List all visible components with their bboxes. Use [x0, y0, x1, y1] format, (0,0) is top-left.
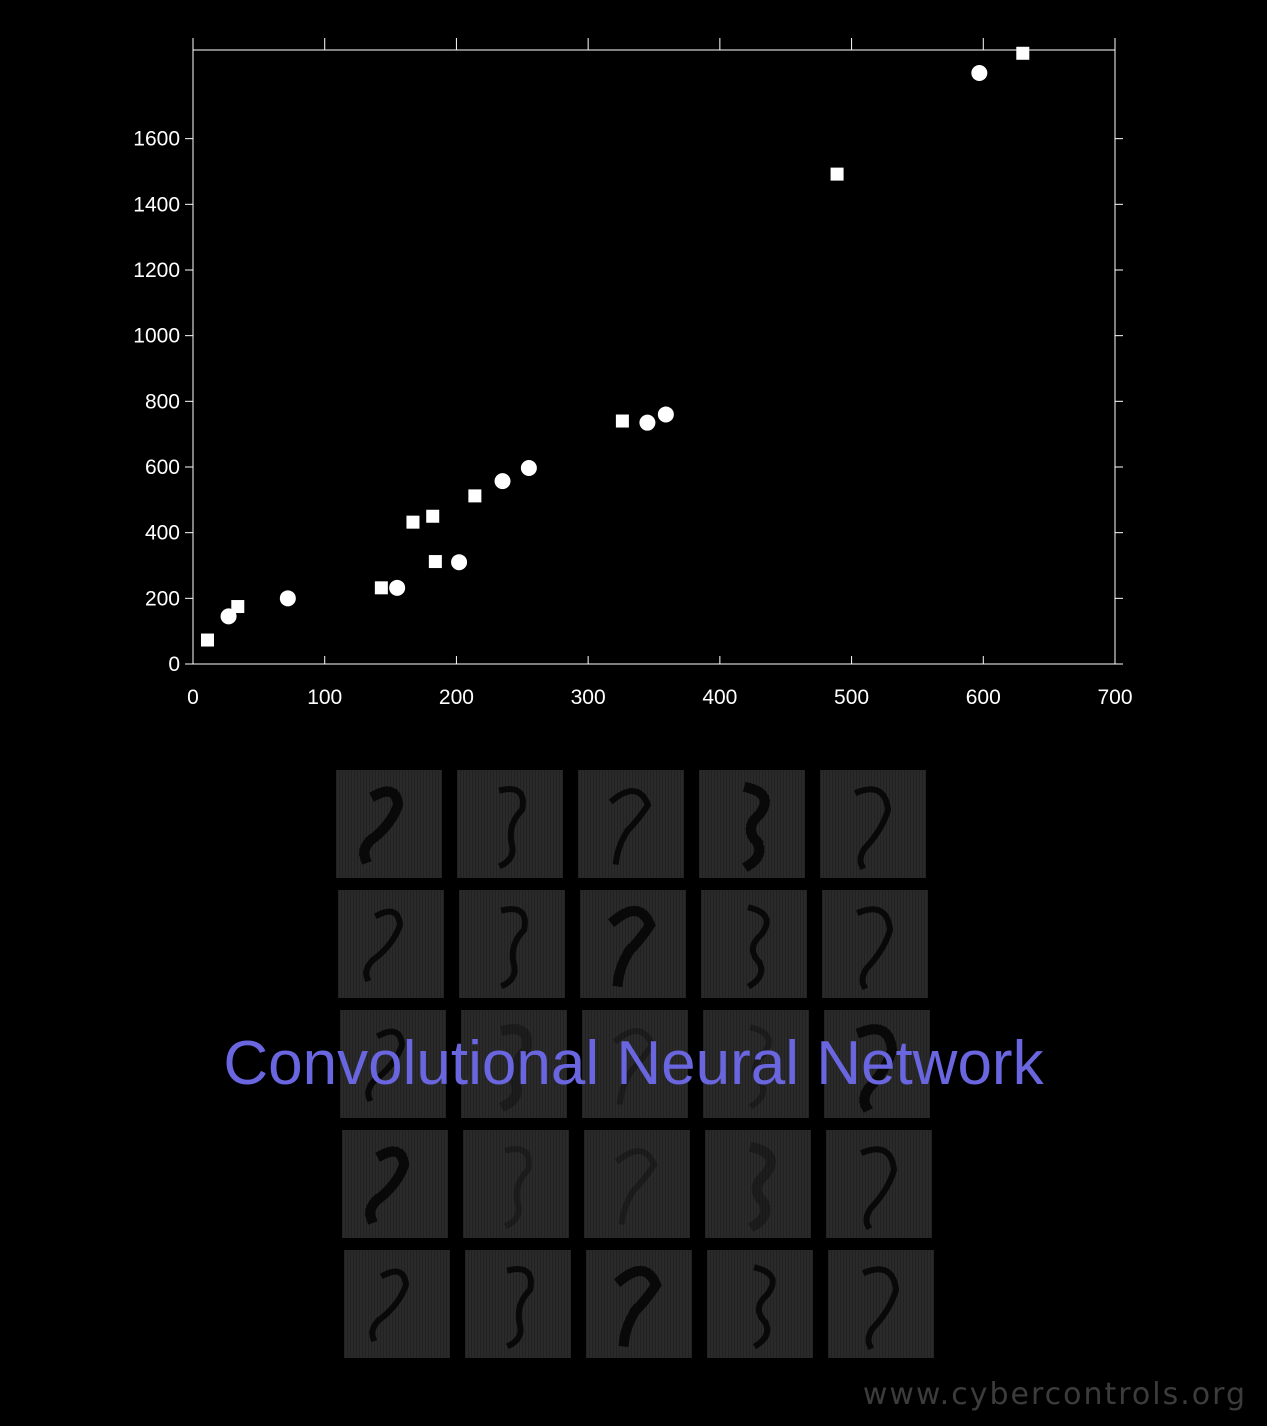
digit-feature-map-image [338, 890, 444, 998]
y-tick-label: 800 [145, 390, 180, 413]
digit-feature-map-image [701, 890, 807, 998]
data-point-square [1016, 46, 1030, 60]
y-tick-label: 400 [145, 522, 180, 545]
data-point-square [468, 489, 482, 503]
scatter-chart: 0 100 200 300 400 500 600 700 0 200 400 600 800 1000 1… [133, 38, 1133, 709]
data-point-square [406, 515, 420, 529]
feature-map-grid [320, 760, 950, 1370]
chart-marks [200, 46, 1030, 647]
chart-ticks: 0 100 200 300 400 500 600 700 0 200 400 600 800 1000 1… [133, 38, 1133, 709]
plot-frame [192, 49, 1116, 665]
data-point-circle [639, 414, 656, 431]
data-point-square [615, 414, 629, 428]
digit-feature-map-image [820, 770, 926, 878]
overlay-title: Convolutional Neural Network [223, 1029, 1044, 1098]
y-tick-label: 600 [145, 456, 180, 479]
x-tick-label: 700 [1097, 686, 1132, 709]
watermark: www.cybercontrols.org [862, 1377, 1247, 1412]
digit-feature-map-image [707, 1250, 813, 1358]
data-point-square [200, 633, 214, 647]
digit-feature-map-image [344, 1250, 450, 1358]
digit-feature-map-image [336, 770, 442, 878]
x-tick-label: 0 [187, 686, 199, 709]
data-point-circle [389, 579, 406, 596]
x-tick-label: 400 [702, 686, 737, 709]
digit-feature-map-image [578, 770, 684, 878]
data-point-circle [451, 554, 468, 571]
digit-feature-map-image [703, 1010, 809, 1118]
digit-feature-map-image [342, 1130, 448, 1238]
digit-feature-map-image [584, 1130, 690, 1238]
data-point-square [830, 167, 844, 181]
digit-feature-map-image [699, 770, 805, 878]
digit-feature-map-image [580, 890, 686, 998]
digit-feature-map-image [463, 1130, 569, 1238]
data-point-square [428, 555, 442, 569]
x-tick-label: 500 [834, 686, 869, 709]
data-point-square [231, 600, 245, 614]
data-point-circle [494, 473, 511, 490]
y-tick-label: 1200 [133, 259, 180, 282]
data-point-circle [657, 406, 674, 423]
digit-feature-map-image [459, 890, 565, 998]
digit-feature-map-image [824, 1010, 930, 1118]
digit-feature-map-image [826, 1130, 932, 1238]
digit-feature-map-image [705, 1130, 811, 1238]
y-tick-label: 1600 [133, 128, 180, 151]
y-tick-label: 200 [145, 587, 180, 610]
chart-axes [192, 49, 1116, 665]
y-tick-label: 1000 [133, 325, 180, 348]
digit-feature-map-image [457, 770, 563, 878]
data-point-circle [279, 590, 296, 607]
digit-feature-map-image [465, 1250, 571, 1358]
x-tick-label: 100 [307, 686, 342, 709]
x-tick-label: 300 [571, 686, 606, 709]
data-point-circle [971, 64, 988, 81]
digit-feature-map-image [582, 1010, 688, 1118]
data-point-square [426, 509, 440, 523]
y-tick-label: 0 [168, 653, 180, 676]
x-tick-label: 200 [439, 686, 474, 709]
y-tick-label: 1400 [133, 193, 180, 216]
digit-feature-map-image [461, 1010, 567, 1118]
digit-feature-map-image [822, 890, 928, 998]
digit-feature-map-image [340, 1010, 446, 1118]
digit-feature-map-image [828, 1250, 934, 1358]
data-point-circle [520, 459, 537, 476]
digit-feature-map-image [586, 1250, 692, 1358]
data-point-square [374, 581, 388, 595]
x-tick-label: 600 [966, 686, 1001, 709]
